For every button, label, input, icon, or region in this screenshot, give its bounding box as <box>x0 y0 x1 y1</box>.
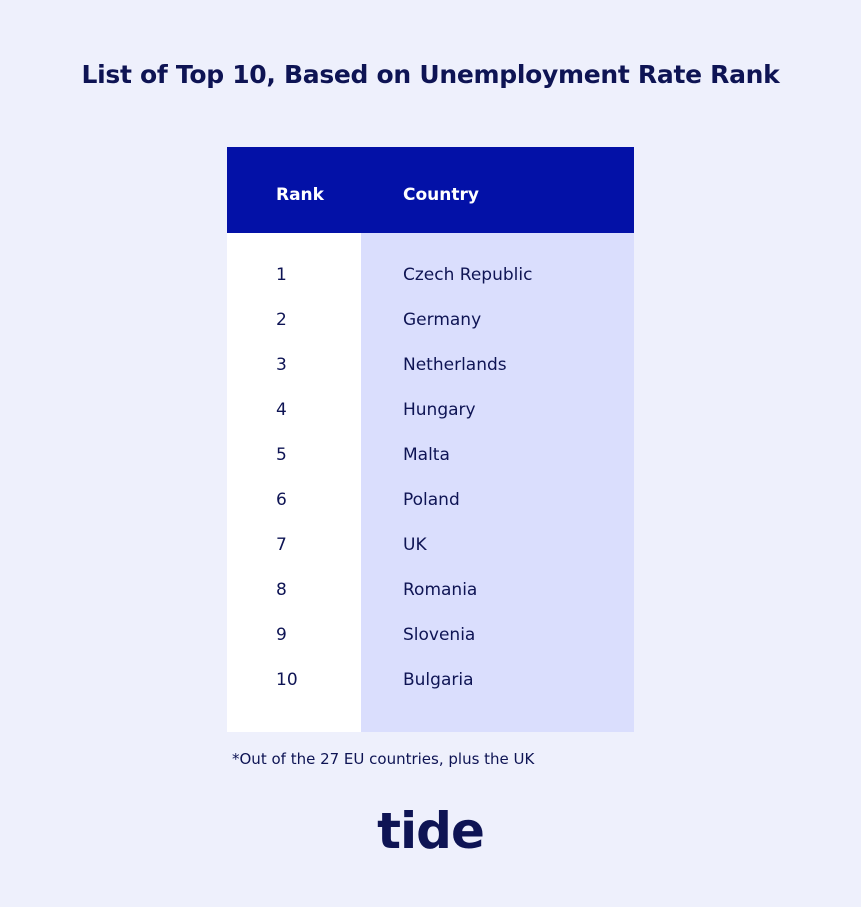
table-row: 4 Hungary <box>227 398 634 443</box>
rank-cell: 2 <box>276 310 287 330</box>
country-cell: Czech Republic <box>403 265 533 285</box>
country-cell: Malta <box>403 445 450 465</box>
country-cell: Netherlands <box>403 355 507 375</box>
country-cell: UK <box>403 535 427 555</box>
rank-cell: 8 <box>276 580 287 600</box>
table-header: Rank Country <box>227 147 634 233</box>
table-row: 8 Romania <box>227 578 634 623</box>
tide-logo: tide <box>377 802 485 860</box>
rank-cell: 7 <box>276 535 287 555</box>
country-cell: Romania <box>403 580 478 600</box>
footnote: *Out of the 27 EU countries, plus the UK <box>232 750 535 768</box>
country-cell: Hungary <box>403 400 476 420</box>
table-body: 1 Czech Republic 2 Germany 3 Netherlands… <box>227 263 634 713</box>
page-title: List of Top 10, Based on Unemployment Ra… <box>81 60 780 89</box>
column-header-rank: Rank <box>276 185 324 205</box>
table-row: 9 Slovenia <box>227 623 634 668</box>
table-row: 7 UK <box>227 533 634 578</box>
table-row: 10 Bulgaria <box>227 668 634 713</box>
rank-cell: 6 <box>276 490 287 510</box>
table-row: 2 Germany <box>227 308 634 353</box>
table-row: 5 Malta <box>227 443 634 488</box>
country-cell: Poland <box>403 490 460 510</box>
table-row: 1 Czech Republic <box>227 263 634 308</box>
rank-cell: 4 <box>276 400 287 420</box>
rank-cell: 9 <box>276 625 287 645</box>
rank-cell: 10 <box>276 670 298 690</box>
country-column <box>361 233 634 732</box>
table-row: 3 Netherlands <box>227 353 634 398</box>
rank-cell: 3 <box>276 355 287 375</box>
country-cell: Germany <box>403 310 482 330</box>
table-row: 6 Poland <box>227 488 634 533</box>
ranking-table: Rank Country 1 Czech Republic 2 Germany … <box>227 147 634 732</box>
rank-cell: 1 <box>276 265 287 285</box>
rank-cell: 5 <box>276 445 287 465</box>
column-header-country: Country <box>403 185 479 205</box>
rank-column <box>227 233 361 732</box>
country-cell: Slovenia <box>403 625 476 645</box>
country-cell: Bulgaria <box>403 670 474 690</box>
